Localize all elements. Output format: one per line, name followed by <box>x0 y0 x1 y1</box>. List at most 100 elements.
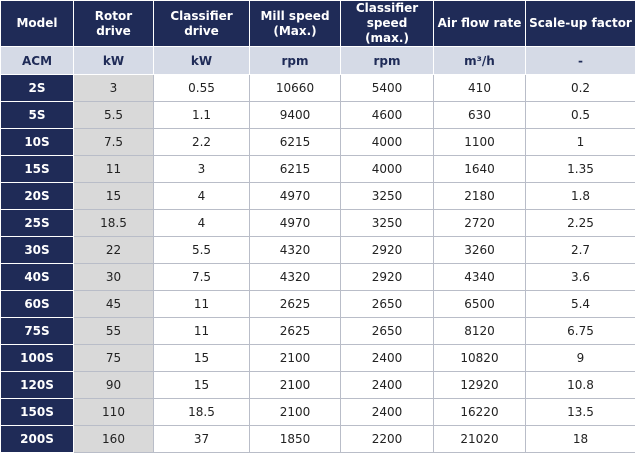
model-cell: 10S <box>1 129 74 156</box>
value-cell: 90 <box>74 372 154 399</box>
value-cell: 5.5 <box>154 237 250 264</box>
value-cell: 6215 <box>250 129 341 156</box>
value-cell: 4 <box>154 183 250 210</box>
value-cell: 2400 <box>341 345 434 372</box>
model-cell: 2S <box>1 75 74 102</box>
column-header: Scale-up factor <box>526 1 635 47</box>
model-cell: 30S <box>1 237 74 264</box>
value-cell: 18.5 <box>154 399 250 426</box>
unit-cell: - <box>526 47 635 75</box>
value-cell: 5400 <box>341 75 434 102</box>
column-header: Model <box>1 1 74 47</box>
value-cell: 5.4 <box>526 291 635 318</box>
value-cell: 9400 <box>250 102 341 129</box>
value-cell: 2100 <box>250 345 341 372</box>
value-cell: 37 <box>154 426 250 453</box>
value-cell: 2720 <box>434 210 526 237</box>
value-cell: 1100 <box>434 129 526 156</box>
unit-cell: m³/h <box>434 47 526 75</box>
value-cell: 9 <box>526 345 635 372</box>
value-cell: 0.2 <box>526 75 635 102</box>
value-cell: 6.75 <box>526 318 635 345</box>
value-cell: 2180 <box>434 183 526 210</box>
model-cell: 75S <box>1 318 74 345</box>
value-cell: 10.8 <box>526 372 635 399</box>
value-cell: 4320 <box>250 237 341 264</box>
value-cell: 1850 <box>250 426 341 453</box>
value-cell: 1640 <box>434 156 526 183</box>
column-header: Mill speed (Max.) <box>250 1 341 47</box>
value-cell: 3250 <box>341 183 434 210</box>
value-cell: 2650 <box>341 318 434 345</box>
value-cell: 4340 <box>434 264 526 291</box>
model-cell: 5S <box>1 102 74 129</box>
value-cell: 2.7 <box>526 237 635 264</box>
value-cell: 15 <box>154 372 250 399</box>
value-cell: 2625 <box>250 291 341 318</box>
value-cell: 1.1 <box>154 102 250 129</box>
value-cell: 6500 <box>434 291 526 318</box>
value-cell: 0.55 <box>154 75 250 102</box>
value-cell: 11 <box>154 291 250 318</box>
value-cell: 6215 <box>250 156 341 183</box>
value-cell: 1.35 <box>526 156 635 183</box>
value-cell: 18 <box>526 426 635 453</box>
value-cell: 10820 <box>434 345 526 372</box>
value-cell: 2400 <box>341 399 434 426</box>
unit-cell: kW <box>154 47 250 75</box>
value-cell: 2100 <box>250 372 341 399</box>
column-header: Rotor drive <box>74 1 154 47</box>
value-cell: 3.6 <box>526 264 635 291</box>
value-cell: 18.5 <box>74 210 154 237</box>
value-cell: 4970 <box>250 210 341 237</box>
value-cell: 7.5 <box>154 264 250 291</box>
value-cell: 4000 <box>341 156 434 183</box>
model-cell: 15S <box>1 156 74 183</box>
value-cell: 11 <box>74 156 154 183</box>
value-cell: 5.5 <box>74 102 154 129</box>
column-header: Classifier drive <box>154 1 250 47</box>
model-cell: 100S <box>1 345 74 372</box>
value-cell: 4000 <box>341 129 434 156</box>
model-cell: 40S <box>1 264 74 291</box>
model-cell: 25S <box>1 210 74 237</box>
value-cell: 2625 <box>250 318 341 345</box>
value-cell: 2.2 <box>154 129 250 156</box>
value-cell: 1 <box>526 129 635 156</box>
value-cell: 13.5 <box>526 399 635 426</box>
value-cell: 16220 <box>434 399 526 426</box>
value-cell: 75 <box>74 345 154 372</box>
value-cell: 2920 <box>341 264 434 291</box>
value-cell: 15 <box>74 183 154 210</box>
value-cell: 11 <box>154 318 250 345</box>
value-cell: 2.25 <box>526 210 635 237</box>
value-cell: 2100 <box>250 399 341 426</box>
model-cell: 20S <box>1 183 74 210</box>
unit-cell: rpm <box>341 47 434 75</box>
model-cell: 60S <box>1 291 74 318</box>
value-cell: 4320 <box>250 264 341 291</box>
value-cell: 12920 <box>434 372 526 399</box>
value-cell: 4600 <box>341 102 434 129</box>
value-cell: 410 <box>434 75 526 102</box>
value-cell: 2920 <box>341 237 434 264</box>
value-cell: 10660 <box>250 75 341 102</box>
value-cell: 4 <box>154 210 250 237</box>
value-cell: 2200 <box>341 426 434 453</box>
value-cell: 160 <box>74 426 154 453</box>
model-cell: 150S <box>1 399 74 426</box>
